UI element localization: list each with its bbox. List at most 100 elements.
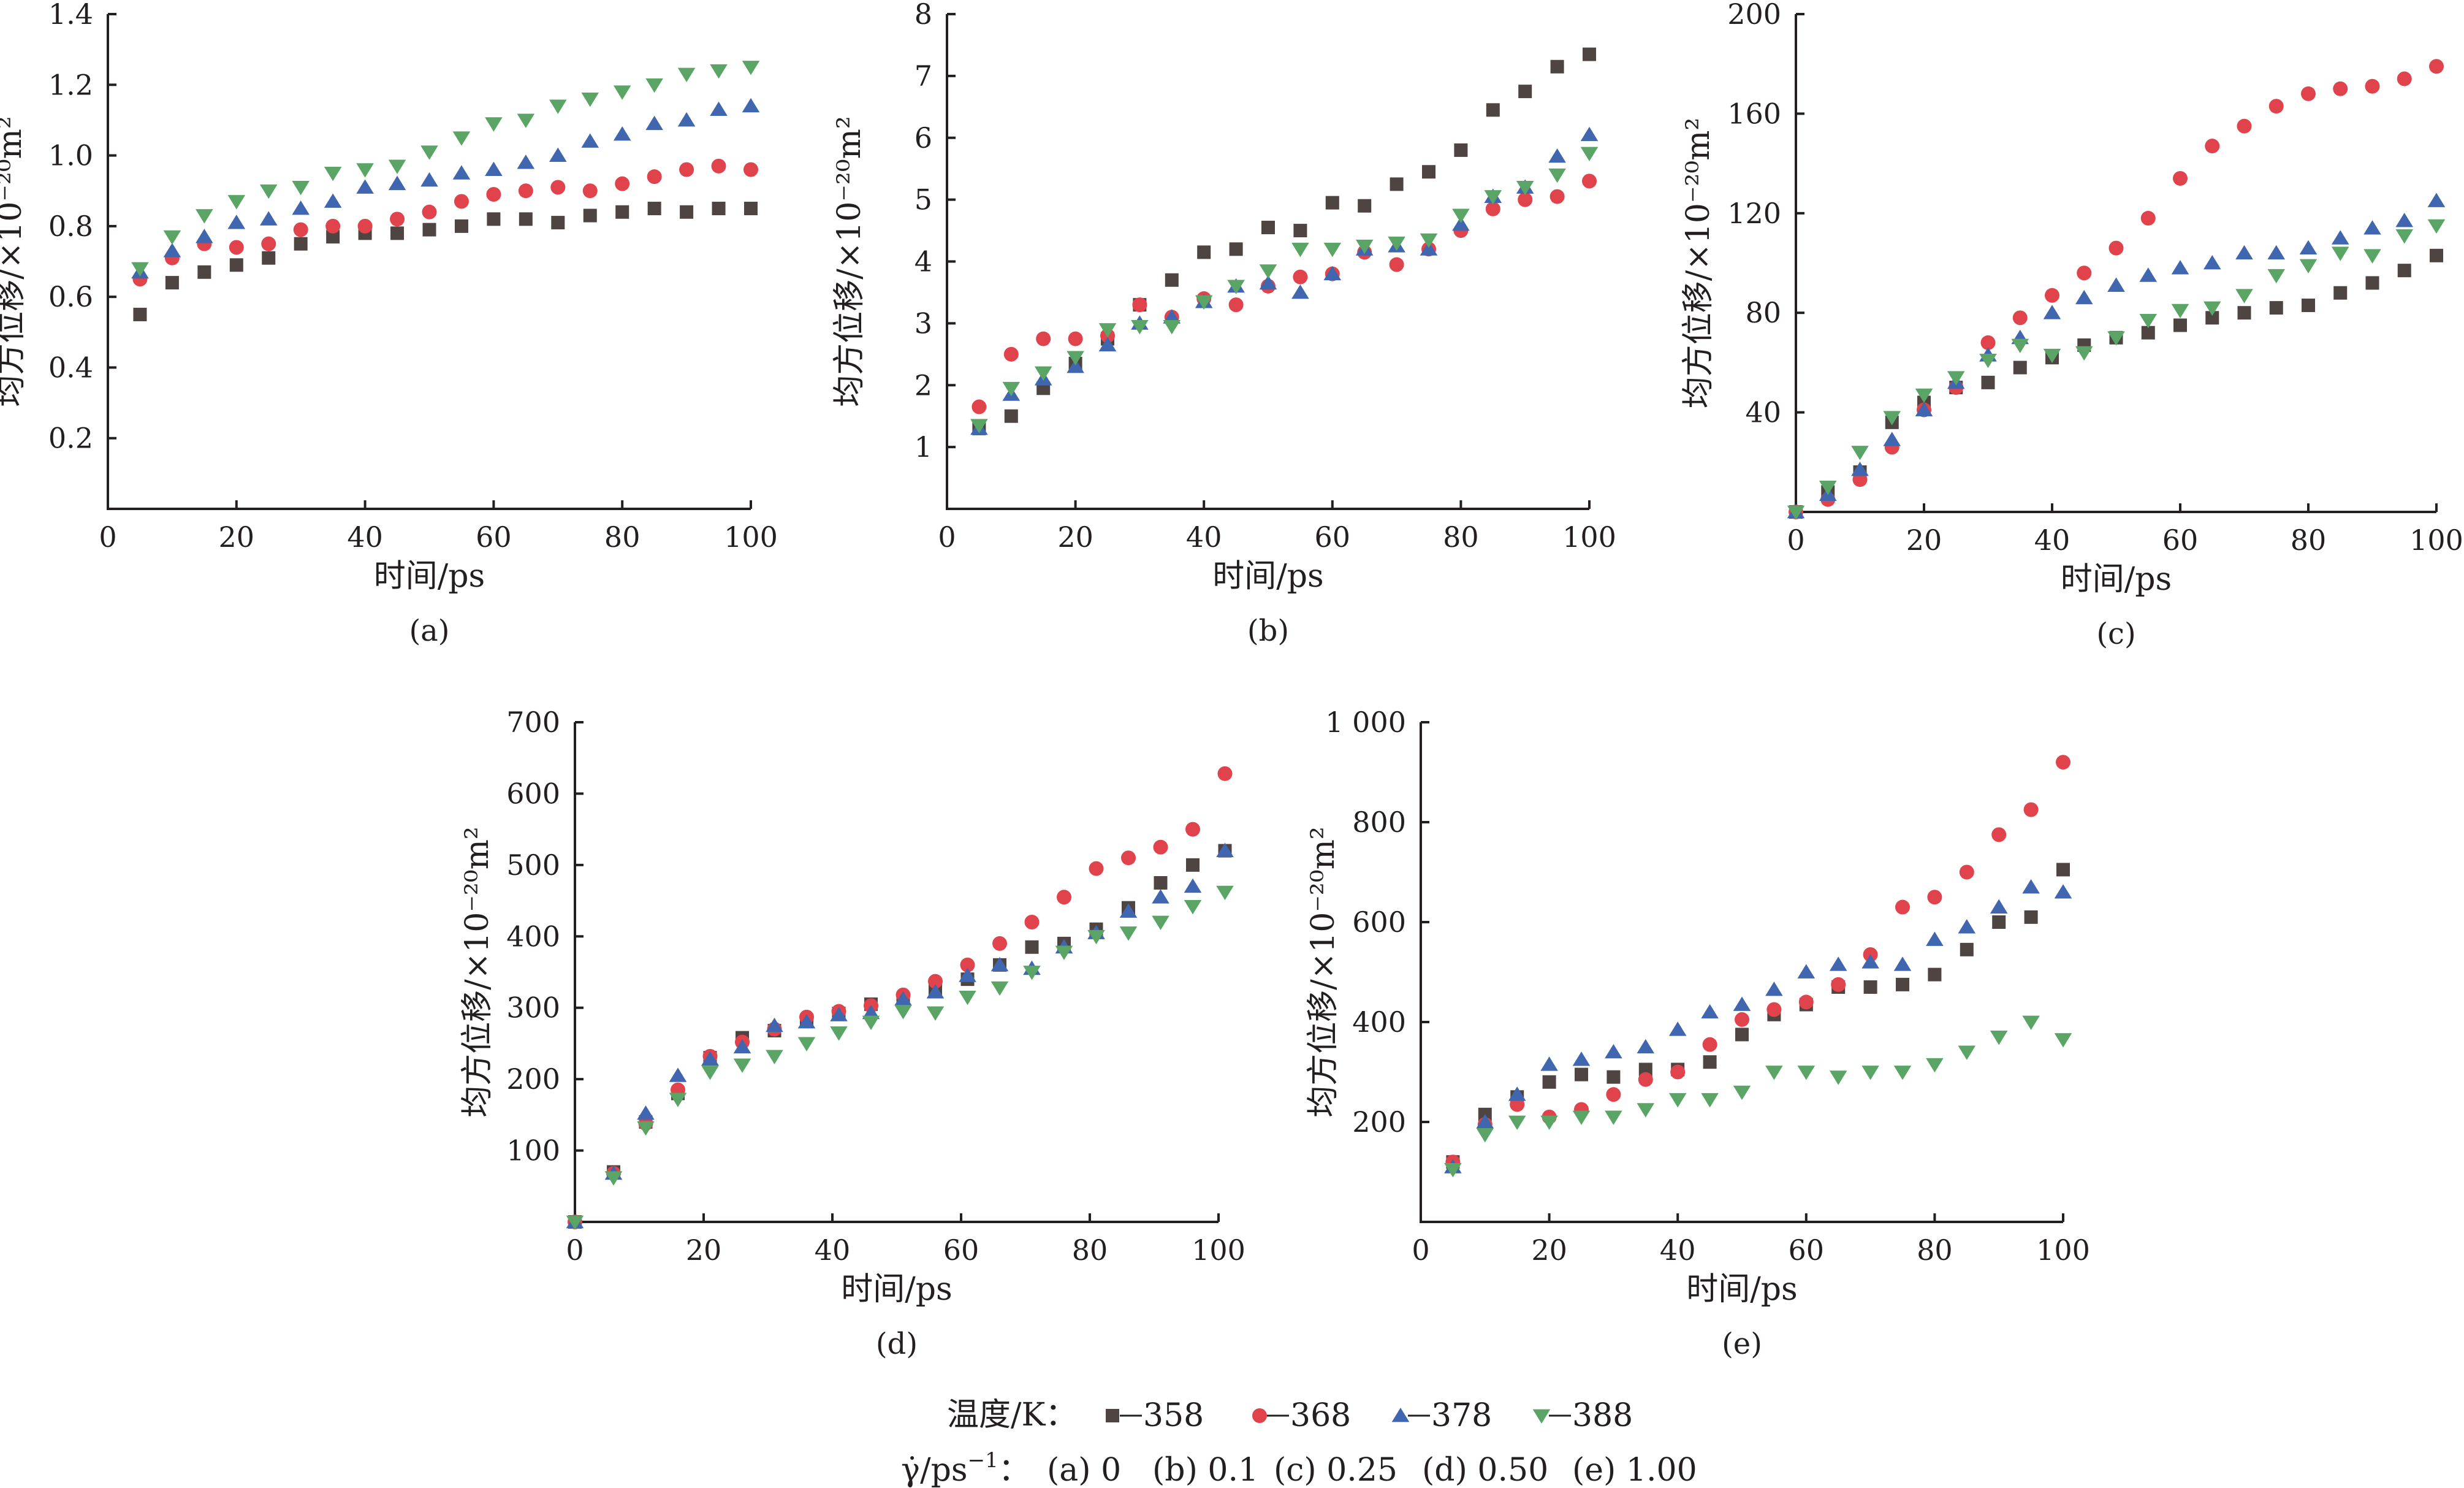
x-tick-label-a: 0 bbox=[99, 521, 116, 554]
data-point-b-358 bbox=[1422, 165, 1435, 179]
legend-rate-exp: −1 bbox=[968, 1448, 998, 1473]
data-point-a-388 bbox=[420, 145, 438, 160]
legend-rate-item: (e) 1.00 bbox=[1572, 1452, 1697, 1488]
data-point-a-388 bbox=[292, 181, 310, 196]
data-point-d-388 bbox=[1216, 885, 1234, 901]
data-point-c-388 bbox=[2427, 219, 2446, 234]
data-point-d-378 bbox=[669, 1067, 687, 1082]
x-tick-label-d: 100 bbox=[1192, 1234, 1245, 1267]
data-point-a-358 bbox=[615, 205, 629, 219]
data-point-b-378 bbox=[1259, 275, 1277, 290]
data-point-b-388 bbox=[1388, 236, 1405, 251]
data-point-a-368 bbox=[647, 169, 662, 185]
data-point-b-358 bbox=[1261, 221, 1275, 235]
data-point-b-388 bbox=[1355, 239, 1374, 254]
data-point-b-388 bbox=[1291, 242, 1309, 258]
data-point-a-388 bbox=[485, 117, 503, 132]
data-point-c-388 bbox=[2331, 246, 2349, 261]
data-point-a-378 bbox=[259, 211, 278, 226]
data-point-d-368 bbox=[1121, 850, 1136, 866]
data-point-b-368 bbox=[1550, 189, 1565, 204]
data-point-e-378 bbox=[1926, 931, 1944, 946]
data-point-c-378 bbox=[2235, 245, 2253, 260]
data-point-d-388 bbox=[1152, 915, 1169, 930]
data-point-d-368 bbox=[992, 936, 1007, 951]
data-point-b-388 bbox=[1002, 381, 1021, 397]
data-point-b-368 bbox=[1518, 192, 1533, 207]
data-point-c-388 bbox=[1851, 446, 1869, 460]
x-tick-label-b: 60 bbox=[1315, 521, 1351, 554]
data-point-e-358 bbox=[1607, 1070, 1621, 1084]
data-point-e-358 bbox=[1542, 1075, 1556, 1089]
data-point-e-358 bbox=[1992, 915, 2006, 929]
data-point-d-368 bbox=[1057, 890, 1071, 905]
data-point-a-378 bbox=[710, 101, 728, 116]
data-point-a-368 bbox=[261, 236, 276, 251]
data-point-e-358 bbox=[1575, 1067, 1588, 1082]
data-point-a-388 bbox=[388, 159, 406, 174]
data-point-b-358 bbox=[1390, 177, 1404, 191]
y-tick-label-d: 300 bbox=[506, 991, 560, 1024]
x-tick-label-b: 100 bbox=[1562, 521, 1616, 554]
data-point-c-378 bbox=[1851, 461, 1869, 476]
data-point-b-388 bbox=[1067, 351, 1084, 365]
data-point-e-368 bbox=[1831, 977, 1846, 992]
x-tick-label-d: 80 bbox=[1072, 1234, 1108, 1267]
data-point-a-378 bbox=[517, 155, 535, 169]
data-point-b-368 bbox=[1582, 174, 1597, 189]
data-point-a-388 bbox=[581, 92, 599, 107]
y-tick-label-b: 1 bbox=[914, 430, 932, 464]
data-point-a-378 bbox=[324, 193, 342, 208]
data-point-a-368 bbox=[518, 183, 533, 199]
data-point-a-378 bbox=[163, 243, 181, 258]
data-point-d-378 bbox=[1119, 903, 1138, 918]
data-point-c-358 bbox=[2237, 306, 2251, 320]
y-tick-label-c: 160 bbox=[1727, 97, 1781, 130]
data-point-e-378 bbox=[1668, 1021, 1687, 1036]
legend-rate-symbol: γ̇ bbox=[901, 1452, 920, 1488]
data-point-c-368 bbox=[2045, 288, 2059, 303]
data-point-b-368 bbox=[1068, 331, 1083, 346]
series-b-368 bbox=[972, 174, 1597, 414]
data-point-d-378 bbox=[637, 1105, 655, 1120]
data-point-d-388 bbox=[766, 1050, 783, 1064]
data-point-b-378 bbox=[1420, 241, 1438, 256]
data-point-c-388 bbox=[1787, 505, 1805, 520]
data-point-d-388 bbox=[1119, 926, 1138, 941]
axes-d bbox=[574, 722, 1219, 1223]
data-point-b-368 bbox=[1389, 257, 1404, 272]
data-point-a-368 bbox=[711, 158, 726, 174]
data-point-d-378 bbox=[926, 984, 945, 999]
data-point-a-368 bbox=[390, 212, 405, 227]
data-point-c-368 bbox=[2429, 59, 2444, 74]
data-point-e-378 bbox=[1476, 1114, 1494, 1129]
data-point-e-388 bbox=[1476, 1127, 1494, 1143]
data-point-a-368 bbox=[325, 218, 341, 234]
x-tick-label-e: 20 bbox=[1531, 1234, 1567, 1267]
data-point-e-358 bbox=[1928, 967, 1942, 982]
data-point-a-358 bbox=[454, 219, 468, 233]
data-point-d-388 bbox=[604, 1171, 623, 1186]
data-point-e-368 bbox=[1766, 1002, 1782, 1017]
x-tick-label-d: 40 bbox=[815, 1234, 851, 1267]
data-point-a-358 bbox=[326, 230, 340, 244]
data-point-e-388 bbox=[1990, 1031, 2008, 1045]
data-point-d-378 bbox=[766, 1017, 783, 1032]
data-point-d-358 bbox=[1025, 940, 1039, 954]
data-point-d-378 bbox=[862, 1004, 880, 1020]
legend-rate-item: (a) 0 bbox=[1047, 1452, 1121, 1488]
data-point-b-388 bbox=[970, 419, 988, 433]
data-point-b-388 bbox=[1034, 366, 1052, 381]
data-point-e-358 bbox=[1960, 942, 1974, 956]
data-point-e-388 bbox=[2022, 1015, 2040, 1030]
x-axis-title-c: 时间/ps bbox=[2061, 561, 2172, 598]
data-point-b-388 bbox=[1323, 242, 1342, 258]
data-point-c-378 bbox=[1883, 432, 1901, 446]
series-a-368 bbox=[132, 158, 758, 287]
data-point-a-378 bbox=[420, 172, 438, 187]
data-point-c-358 bbox=[1981, 375, 1995, 389]
data-point-a-368 bbox=[422, 204, 437, 219]
data-point-e-368 bbox=[1606, 1087, 1621, 1102]
panel-label-d: (d) bbox=[876, 1327, 918, 1361]
series-e-368 bbox=[1445, 755, 2070, 1170]
